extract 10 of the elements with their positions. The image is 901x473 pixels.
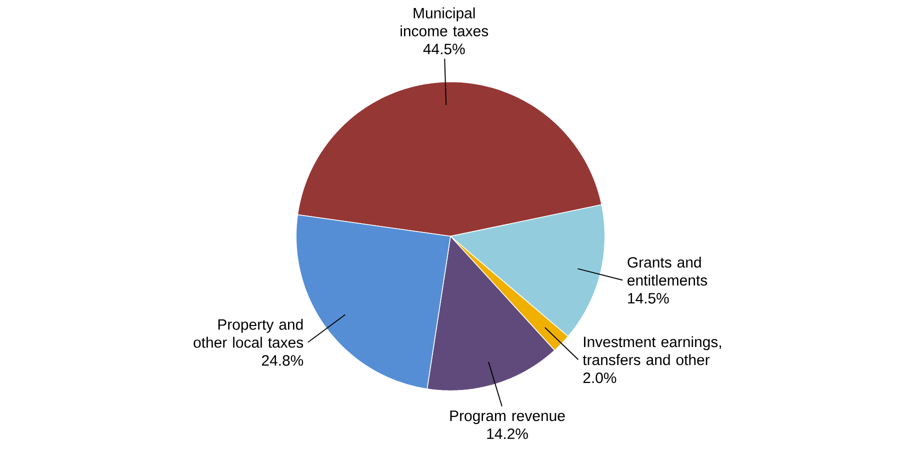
slice-label: Program revenue — [450, 410, 565, 424]
slice-label: Investment earnings, transfers and other — [582, 336, 721, 366]
data-label: 24.8% — [262, 355, 304, 366]
data-label: 2.0% — [583, 372, 616, 384]
data-label: 44.5% — [423, 44, 465, 55]
slice-label: Grants and entitlements — [628, 256, 708, 286]
slice-label: Property and other local taxes — [194, 319, 304, 348]
data-label: 14.5% — [628, 293, 669, 304]
slice-label: Municipal income taxes — [400, 8, 488, 37]
data-label: 14.2% — [487, 428, 528, 440]
